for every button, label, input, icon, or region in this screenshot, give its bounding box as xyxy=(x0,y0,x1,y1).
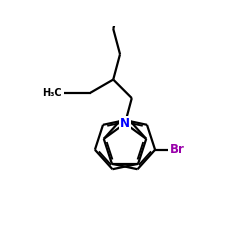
Text: H₃C: H₃C xyxy=(97,0,117,2)
Text: N: N xyxy=(120,117,130,130)
Text: Br: Br xyxy=(170,143,184,156)
Text: H₃C: H₃C xyxy=(42,88,62,98)
